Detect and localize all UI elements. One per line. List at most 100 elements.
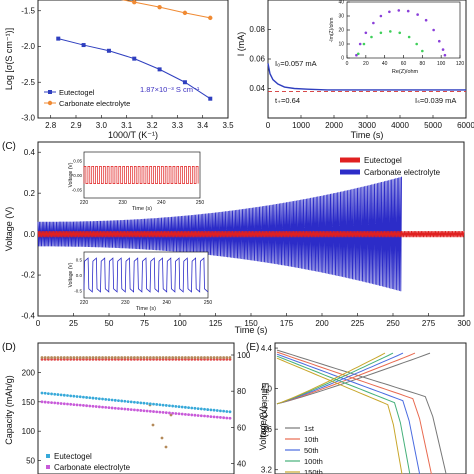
panel-b-series-line xyxy=(267,63,466,91)
panel-d-ytick-label: 50 xyxy=(26,457,35,466)
panel-b-ytick-label: 0.04 xyxy=(249,84,265,93)
panel-d-efficiency-point xyxy=(117,356,120,359)
panel-b-xtick-label: 3000 xyxy=(358,121,376,130)
panel-d-capacity-point xyxy=(139,401,143,405)
panel-e-discharge-line xyxy=(276,351,432,474)
inset-b-point xyxy=(362,42,366,46)
inset-b-point xyxy=(357,52,360,56)
panel-a-point xyxy=(106,48,111,53)
panel-b-inset: 0 20 40 60 80 100 120 0 10 20 30 40 Re(Z)/ohm -Im(Z… xyxy=(329,0,464,75)
panel-a-point xyxy=(157,4,162,10)
panel-d-efficiency-point xyxy=(161,356,165,359)
panel-d-efficiency-point xyxy=(88,356,92,359)
panel-d-efficiency-point xyxy=(66,356,69,359)
panel-d-capacity-point xyxy=(110,406,114,410)
panel-a-point xyxy=(157,67,162,72)
panel-d-capacity-point xyxy=(43,400,47,404)
panel-a-xtick-label: 3.4 xyxy=(197,121,209,130)
panel-d-capacity-point xyxy=(203,407,206,411)
legend-label-e: 10th xyxy=(304,435,319,444)
inset-c2-ytick-label: -0.5 xyxy=(74,288,82,293)
panel-d-outlier-point xyxy=(151,423,155,427)
inset-b-point xyxy=(432,28,435,32)
panel-b-marks xyxy=(267,63,466,92)
panel-d-capacity-point xyxy=(148,402,152,406)
panel-d-capacity-point xyxy=(126,400,130,403)
inset-b-point xyxy=(424,18,428,22)
panel-d-efficiency-point xyxy=(164,356,168,359)
inset-b-point xyxy=(441,48,445,51)
panel-d-ytick-label: 100 xyxy=(22,427,36,436)
panel-d-marks xyxy=(40,356,232,449)
panel-d: (D) 50 100 150 200 40 60 80 100 Capacity (mAh/g… xyxy=(2,342,270,474)
legend-label-carbonate: Carbonate electrolyte xyxy=(59,99,130,108)
panel-c-xtick-label: 50 xyxy=(105,319,114,328)
panel-d-capacity-point xyxy=(72,403,76,406)
inset-c2-xtick-label: 230 xyxy=(121,300,130,306)
panel-c-xtick-label: 75 xyxy=(140,319,149,328)
inset-b-xtick-label: 100 xyxy=(437,61,446,67)
panel-d-efficiency-point xyxy=(209,356,213,359)
panel-d-capacity-point xyxy=(46,400,50,404)
panel-b-ytick-label: 0.06 xyxy=(249,55,265,64)
legend-marker-d-carbonate xyxy=(46,465,50,469)
inset-b-point xyxy=(443,53,447,57)
panel-d-capacity-point xyxy=(94,397,98,400)
panel-d-efficiency-point xyxy=(174,356,178,359)
panel-d-capacity-point xyxy=(212,408,216,412)
panel-b-xlabel: Time (s) xyxy=(351,130,384,140)
panel-d-ytick-right-label: 60 xyxy=(237,423,246,432)
panel-d-efficiency-point xyxy=(136,356,139,359)
panel-c-ytick-label: 0.4 xyxy=(24,148,36,157)
panel-d-efficiency-point xyxy=(72,356,76,359)
panel-d-capacity-point xyxy=(53,401,57,405)
inset-c1-xtick-label: 220 xyxy=(80,200,89,206)
panel-a-ylabel: Log [σ(S cm⁻¹)] xyxy=(4,28,14,90)
panel-d-capacity-point xyxy=(183,405,187,409)
inset-c1-xlabel: Time (s) xyxy=(132,206,152,212)
panel-d-capacity-point xyxy=(50,392,53,396)
panel-d-capacity-point xyxy=(123,399,127,403)
panel-e: (E) 3.2 3.6 4.0 4.4 Voltage (V) 1st 10th 50th… xyxy=(246,342,467,474)
panel-d-capacity-point xyxy=(97,405,101,409)
inset-b-point xyxy=(416,13,419,16)
panel-d-capacity-point xyxy=(107,398,111,402)
panel-d-capacity-point xyxy=(152,410,155,413)
panel-d-capacity-point xyxy=(117,407,120,410)
inset-b-xtick-label: 60 xyxy=(401,61,407,67)
panel-d-capacity-point xyxy=(62,393,66,397)
panel-d-legend: Eutectogel Carbonate electrolyte xyxy=(46,452,131,472)
panel-d-capacity-point xyxy=(187,413,190,417)
panel-d-capacity-point xyxy=(78,403,82,407)
panel-d-efficiency-point xyxy=(199,356,203,359)
panel-d-efficiency-point xyxy=(46,356,50,359)
panel-d-efficiency-point xyxy=(142,356,146,359)
panel-d-ylabel-right: Efficiency (%) xyxy=(260,383,270,438)
panel-d-capacity-point xyxy=(40,400,44,404)
panel-d-efficiency-point xyxy=(75,356,79,359)
panel-b-is: Iₛ=0.039 mA xyxy=(415,96,456,105)
panel-d-efficiency-point xyxy=(97,356,101,359)
panel-d-capacity-point xyxy=(82,404,85,407)
panel-d-capacity-point xyxy=(209,415,213,418)
panel-a-marks xyxy=(56,0,213,101)
legend-label-c-carbonate: Carbonate electrolyte xyxy=(364,168,441,177)
legend-label-e: 150th xyxy=(304,468,323,474)
panel-e-charge-line xyxy=(276,352,386,405)
panel-d-efficiency-point xyxy=(82,356,85,359)
panel-c-carbonate-line xyxy=(37,176,402,292)
inset-c1-xtick-label: 250 xyxy=(196,200,205,206)
inset-b-point xyxy=(406,9,410,13)
panel-a-xlabel: 1000/T (K⁻¹) xyxy=(108,130,158,140)
panel-e-charge-line xyxy=(276,352,404,405)
panel-d-capacity-point xyxy=(180,405,184,409)
inset-b-marks xyxy=(355,9,447,57)
panel-d-capacity-point xyxy=(91,396,95,400)
inset-c2-xtick-label: 250 xyxy=(204,300,213,306)
panel-c-label: (C) xyxy=(2,141,16,152)
panel-d-capacity-point xyxy=(212,415,216,419)
inset-b-xtick-label: 20 xyxy=(363,61,369,67)
panel-d-capacity-point xyxy=(219,416,222,419)
panel-a-frame xyxy=(37,0,229,119)
